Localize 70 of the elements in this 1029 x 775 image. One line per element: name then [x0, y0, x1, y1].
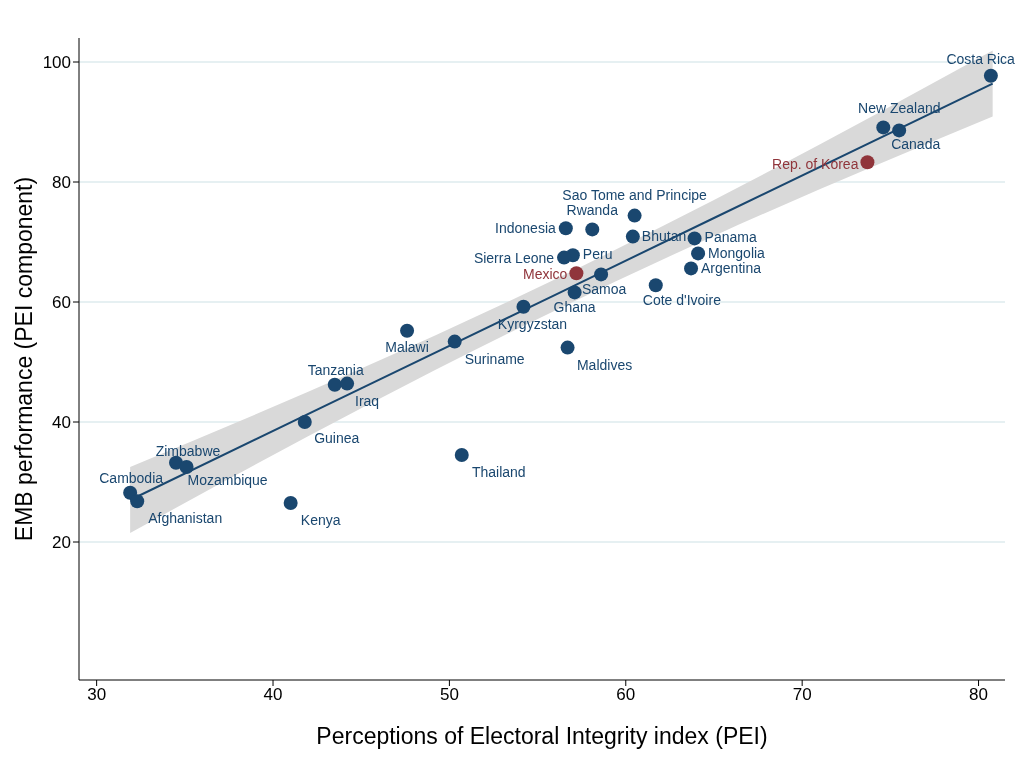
point: [691, 246, 706, 261]
point: [130, 494, 145, 509]
y-tick-label: 80: [52, 173, 71, 193]
x-axis-title: Perceptions of Electoral Integrity index (PEI): [316, 723, 768, 749]
data-label: Suriname: [464, 350, 525, 367]
point: [557, 250, 572, 265]
point: [454, 448, 469, 462]
point: [558, 221, 573, 236]
data-label: Indonesia: [495, 220, 557, 237]
point: [860, 155, 875, 170]
point: [594, 267, 609, 282]
y-tick-label: 100: [42, 53, 71, 73]
point: [297, 415, 312, 429]
point: [340, 376, 355, 391]
x-tick-label: 60: [616, 685, 636, 705]
x-tick-label: 30: [87, 685, 107, 705]
data-label: Tanzania: [307, 361, 364, 378]
x-tick-label: 40: [263, 685, 283, 705]
data-label: Afghanistan: [148, 510, 223, 527]
point: [179, 460, 194, 474]
data-label: Mozambique: [187, 472, 268, 488]
data-label: Kenya: [300, 512, 341, 528]
point: [892, 123, 907, 138]
point: [585, 222, 600, 237]
data-label: Maldives: [576, 356, 633, 373]
data-label: Iraq: [355, 392, 380, 409]
point: [283, 496, 298, 510]
data-label: Thailand: [471, 464, 526, 480]
data-label: Rwanda: [566, 202, 619, 219]
data-label: Sierra Leone: [473, 249, 555, 266]
y-axis-title: EMB performance (PEI component): [11, 176, 38, 542]
data-label: Kyrgyzstan: [497, 315, 568, 332]
y-tick-label: 40: [52, 413, 71, 433]
point: [648, 278, 663, 293]
data-label: Peru: [582, 246, 613, 263]
point: [876, 120, 891, 135]
data-label: New Zealand: [858, 100, 941, 117]
x-tick-label: 50: [439, 685, 459, 705]
data-label: Sao Tome and Principe: [562, 186, 708, 203]
data-label: Rep. of Korea: [772, 156, 859, 173]
point: [684, 261, 699, 276]
y-tick-label: 60: [52, 293, 71, 313]
point: [567, 285, 582, 300]
point: [687, 231, 702, 246]
y-tick-label: 20: [52, 533, 71, 553]
data-label: Mongolia: [708, 245, 766, 262]
data-label: Panama: [704, 229, 757, 246]
data-label: Canada: [891, 136, 941, 153]
point: [400, 323, 415, 338]
point: [327, 377, 342, 392]
data-label: Samoa: [581, 281, 627, 298]
point: [169, 455, 184, 470]
data-label: Guinea: [314, 430, 360, 446]
data-label: Cote d'Ivoire: [642, 292, 722, 309]
point: [569, 266, 584, 281]
data-label: Mexico: [523, 266, 568, 283]
x-tick-label: 80: [969, 685, 988, 705]
data-label: Argentina: [701, 260, 762, 277]
data-label: Zimbabwe: [155, 442, 221, 459]
x-tick-label: 70: [792, 685, 812, 705]
point: [516, 299, 531, 314]
data-label: Cambodia: [99, 469, 164, 486]
point: [625, 229, 640, 244]
point: [983, 68, 998, 83]
data-label: Ghana: [553, 299, 596, 316]
point: [627, 208, 642, 223]
point: [560, 340, 575, 355]
data-label: Costa Rica: [946, 50, 1016, 67]
point: [447, 334, 462, 349]
data-label: Malawi: [385, 338, 429, 355]
